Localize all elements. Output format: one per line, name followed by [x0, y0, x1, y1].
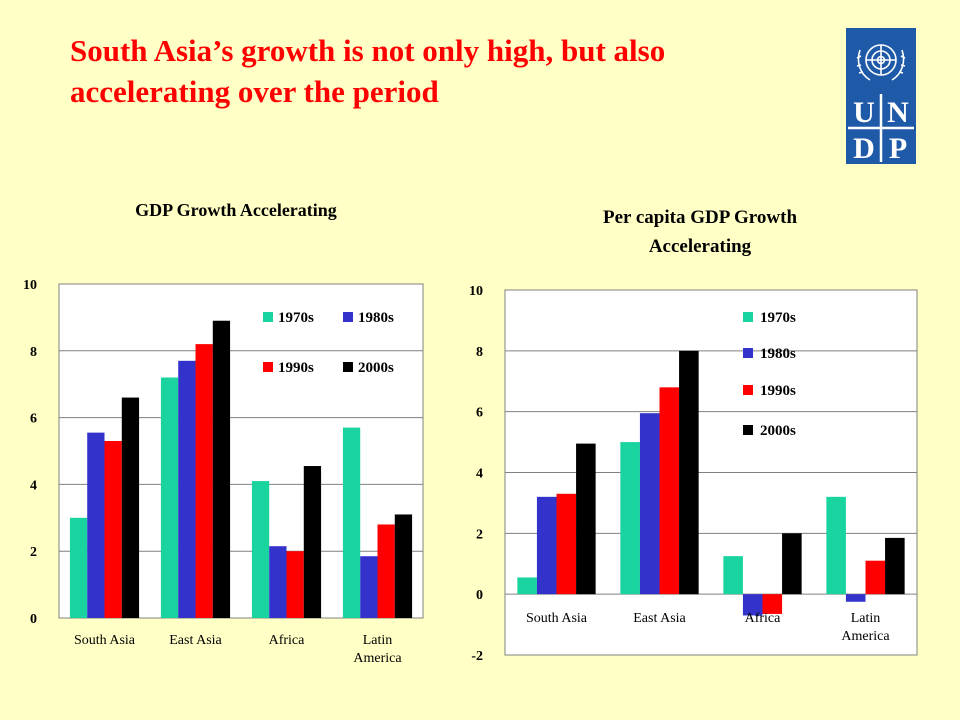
- x-tick-label: East Asia: [169, 633, 222, 648]
- bar-2000s-east-asia: [679, 350, 699, 595]
- legend-swatch: [743, 312, 753, 322]
- bar-1980s-east-asia: [178, 360, 196, 618]
- legend-swatch: [743, 425, 753, 435]
- un-emblem-icon: U N D P: [848, 44, 914, 165]
- bar-1970s-latin-america: [826, 496, 846, 595]
- legend-label: 1970s: [760, 310, 796, 326]
- y-tick-label: 4: [30, 478, 37, 493]
- y-tick-label: 10: [469, 284, 483, 299]
- y-tick-label: 0: [30, 612, 37, 627]
- bar-1980s-east-asia: [639, 413, 660, 595]
- legend-swatch: [263, 312, 273, 322]
- y-tick-label: 2: [476, 527, 483, 542]
- y-tick-label: 10: [23, 278, 37, 293]
- y-tick-label: 8: [30, 345, 37, 360]
- y-tick-label: 4: [476, 467, 483, 482]
- bar-1980s-africa: [742, 594, 763, 616]
- legend-swatch: [743, 348, 753, 358]
- bar-2000s-south-asia: [121, 397, 140, 618]
- legend-label: 1980s: [358, 310, 394, 326]
- logo-letter-u: U: [853, 96, 875, 129]
- bar-1970s-east-asia: [620, 442, 640, 595]
- bar-2000s-latin-america: [885, 537, 905, 595]
- y-tick-label: 0: [476, 588, 483, 603]
- logo-letter-p: P: [889, 132, 907, 164]
- bar-1990s-south-asia: [104, 440, 122, 618]
- chart-title: GDP Growth Accelerating: [135, 200, 337, 220]
- legend-swatch: [263, 362, 273, 372]
- y-tick-label: 6: [476, 406, 483, 421]
- bar-1970s-east-asia: [160, 377, 179, 618]
- undp-logo: U N D P: [846, 28, 916, 165]
- logo-letter-d: D: [853, 132, 875, 164]
- bar-2000s-east-asia: [212, 320, 231, 618]
- chart-2: -2 0 2 4 6 8 10 Per capita GDP Growth Accelerati…: [469, 207, 918, 664]
- x-tick-label: East Asia: [633, 611, 686, 626]
- legend-label: 1970s: [278, 310, 314, 326]
- x-tick-label: Latin America: [353, 633, 402, 666]
- y-tick-label: 8: [476, 345, 483, 360]
- x-tick-label: South Asia: [74, 633, 136, 648]
- chart-title: Per capita GDP Growth Accelerating: [603, 207, 797, 257]
- bar-1990s-east-asia: [659, 387, 680, 595]
- bar-1970s-south-asia: [517, 577, 537, 595]
- bar-1990s-latin-america: [865, 560, 886, 595]
- legend-label: 2000s: [760, 423, 796, 439]
- bar-1980s-latin-america: [845, 594, 866, 602]
- y-tick-label: -2: [471, 649, 483, 664]
- x-tick-label: Latin America: [841, 611, 890, 644]
- y-tick-label: 2: [30, 545, 37, 560]
- legend-label: 1990s: [278, 360, 314, 376]
- slide-title: South Asia’s growth is not only high, bu…: [70, 33, 666, 109]
- bar-1990s-east-asia: [195, 344, 213, 618]
- x-tick-label: Africa: [745, 611, 782, 626]
- chart-1: 0 2 4 6 8 10 GDP Growth Accelerating South Asia…: [23, 200, 424, 666]
- legend-swatch: [743, 385, 753, 395]
- bar-2000s-africa: [303, 466, 322, 618]
- legend-swatch: [343, 362, 353, 372]
- logo-letter-n: N: [887, 96, 909, 129]
- bar-2000s-africa: [782, 533, 802, 595]
- x-tick-label: South Asia: [526, 611, 588, 626]
- bar-1980s-latin-america: [360, 556, 378, 618]
- bar-1990s-south-asia: [556, 493, 577, 595]
- bar-1980s-south-asia: [87, 432, 105, 618]
- bar-1980s-africa: [269, 546, 287, 618]
- bar-1990s-africa: [762, 594, 783, 614]
- bar-1980s-south-asia: [536, 496, 557, 595]
- bar-1970s-south-asia: [69, 517, 88, 618]
- bar-2000s-south-asia: [576, 443, 596, 595]
- legend-label: 1980s: [760, 346, 796, 362]
- bar-1990s-latin-america: [377, 524, 395, 618]
- bar-2000s-latin-america: [394, 514, 413, 618]
- bar-1970s-africa: [723, 556, 743, 595]
- bar-1970s-latin-america: [342, 427, 361, 618]
- legend-swatch: [343, 312, 353, 322]
- bar-1990s-africa: [286, 551, 304, 618]
- x-tick-label: Africa: [269, 633, 306, 648]
- bar-1970s-africa: [251, 481, 270, 618]
- y-tick-label: 6: [30, 412, 37, 427]
- legend-label: 1990s: [760, 383, 796, 399]
- legend-label: 2000s: [358, 360, 394, 376]
